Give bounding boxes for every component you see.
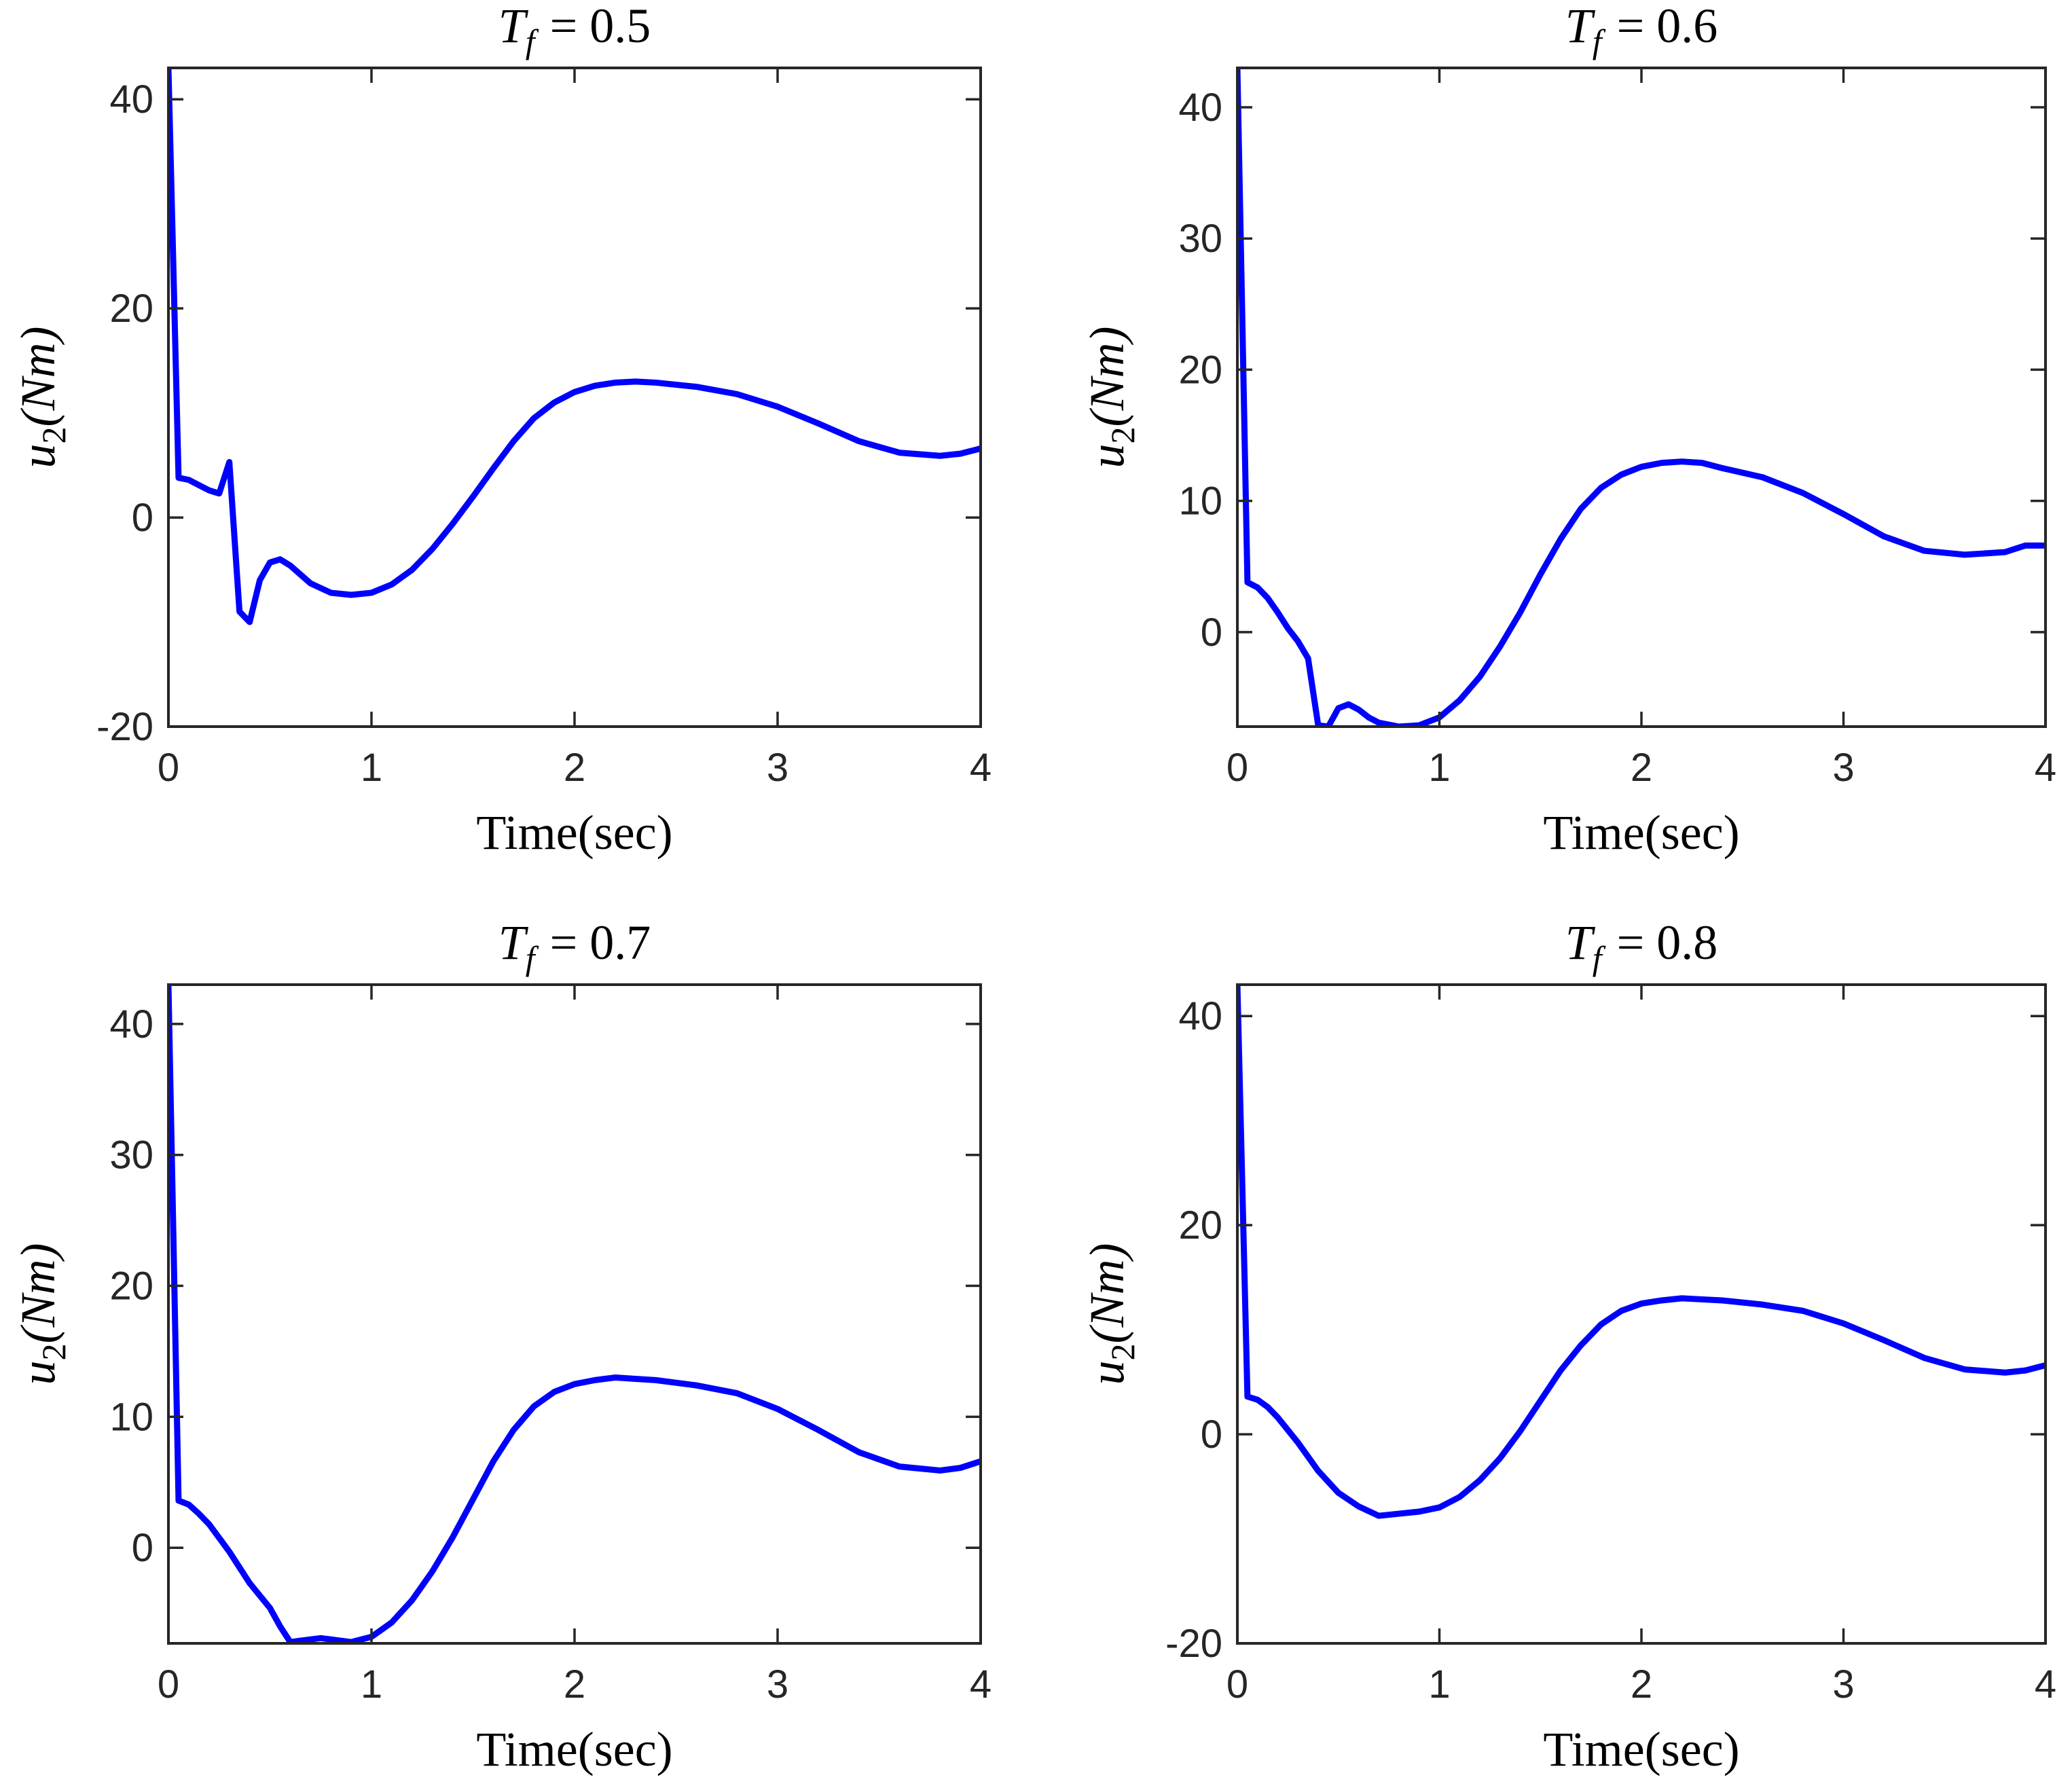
title-value: = 0.6 [1617, 0, 1718, 53]
x-axis-label: Time(sec) [1543, 1722, 1739, 1776]
y-tick-label: 30 [109, 1133, 153, 1178]
title-variable: T [1565, 915, 1596, 970]
y-axis-label: u2(Nm) [11, 327, 73, 469]
x-tick-label: 0 [158, 746, 179, 790]
x-tick-label: 2 [1631, 1662, 1652, 1707]
ylabel-subscript: 2 [1104, 426, 1142, 443]
y-tick-label: 0 [132, 496, 153, 540]
ylabel-variable: u [11, 443, 65, 468]
x-tick-label: 0 [158, 1662, 179, 1707]
ylabel-unit: (Nm) [1080, 327, 1134, 427]
ylabel-subscript: 2 [35, 1343, 73, 1360]
x-tick-label: 3 [767, 746, 788, 790]
ylabel-unit: (Nm) [11, 327, 65, 427]
chart-title: Tf = 0.7 [498, 915, 651, 977]
y-tick-label: 20 [109, 287, 153, 331]
x-tick-label: 3 [1832, 746, 1854, 790]
chart-title: Tf = 0.5 [498, 0, 651, 60]
x-tick-label: 1 [361, 1662, 382, 1707]
x-tick-label: 2 [564, 1662, 585, 1707]
x-tick-label: 1 [1428, 1662, 1450, 1707]
y-tick-label: 40 [1178, 994, 1222, 1038]
x-tick-label: 2 [1631, 746, 1652, 790]
y-tick-label: 40 [109, 1002, 153, 1046]
x-axis-label: Time(sec) [1543, 805, 1739, 860]
title-variable: T [498, 0, 529, 53]
ylabel-subscript: 2 [35, 426, 73, 443]
x-axis-label: Time(sec) [476, 805, 672, 860]
x-tick-label: 1 [361, 746, 382, 790]
ylabel-variable: u [1080, 1360, 1134, 1385]
y-tick-label: 0 [1201, 1412, 1222, 1457]
y-tick-label: 0 [132, 1526, 153, 1570]
y-tick-label: 20 [1178, 1203, 1222, 1247]
series-line-u2 [168, 68, 981, 625]
y-tick-label: 30 [1178, 217, 1222, 261]
ylabel-unit: (Nm) [11, 1243, 65, 1344]
y-tick-label: 10 [1178, 479, 1222, 524]
x-axis-label: Time(sec) [476, 1722, 672, 1776]
x-tick-label: 4 [970, 746, 992, 790]
x-tick-label: 4 [970, 1662, 992, 1707]
title-variable: T [498, 915, 529, 970]
title-variable: T [1565, 0, 1596, 53]
x-tick-label: 1 [1428, 746, 1450, 790]
series-line-u2 [1237, 985, 2046, 1519]
x-tick-label: 3 [767, 1662, 788, 1707]
ylabel-variable: u [1080, 443, 1134, 468]
x-tick-label: 3 [1832, 1662, 1854, 1707]
y-tick-label: -20 [1165, 1622, 1222, 1666]
y-tick-label: 40 [109, 77, 153, 122]
x-tick-label: 0 [1226, 1662, 1248, 1707]
y-tick-label: 0 [1201, 610, 1222, 655]
y-axis-label: u2(Nm) [1080, 327, 1142, 469]
title-value: = 0.5 [550, 0, 651, 53]
series-line-u2 [168, 985, 981, 1643]
chart-title: Tf = 0.6 [1565, 0, 1718, 60]
title-value: = 0.8 [1617, 915, 1718, 970]
ylabel-subscript: 2 [1104, 1343, 1142, 1360]
ylabel-variable: u [11, 1360, 65, 1385]
y-axis-label: u2(Nm) [11, 1243, 73, 1385]
x-tick-label: 4 [2035, 1662, 2056, 1707]
ylabel-unit: (Nm) [1080, 1243, 1134, 1344]
y-tick-label: 20 [1178, 348, 1222, 392]
series-line-u2 [1237, 68, 2046, 727]
x-tick-label: 2 [564, 746, 585, 790]
chart-title: Tf = 0.8 [1565, 915, 1718, 977]
y-tick-label: 10 [109, 1395, 153, 1439]
y-tick-label: -20 [96, 705, 153, 749]
y-axis-label: u2(Nm) [1080, 1243, 1142, 1385]
y-tick-label: 40 [1178, 86, 1222, 130]
x-tick-label: 0 [1226, 746, 1248, 790]
y-tick-label: 20 [109, 1264, 153, 1309]
title-value: = 0.7 [550, 915, 651, 970]
x-tick-label: 4 [2035, 746, 2056, 790]
